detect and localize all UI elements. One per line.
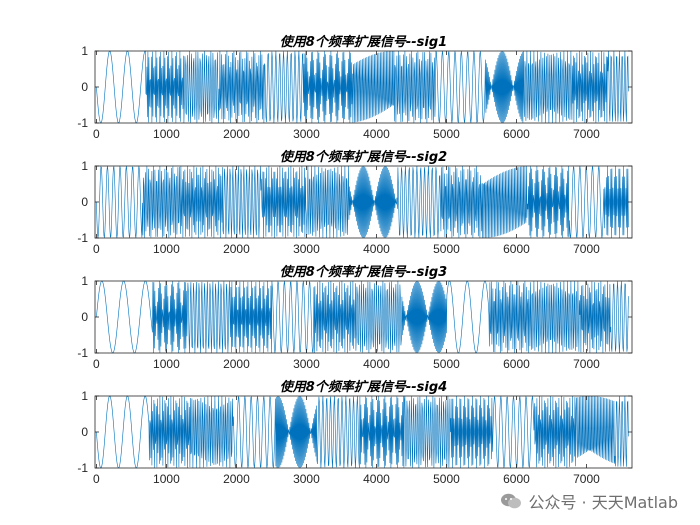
x-tick-label: 3000 — [293, 472, 320, 486]
x-tick-label: 0 — [93, 472, 100, 486]
subplot-title: 使用8个频率扩展信号--sig4 — [280, 379, 447, 395]
y-tick-label: -1 — [77, 346, 88, 360]
subplot-1: 0 1000 2000 3000 4000 5000 6000 7000 -1 0 1 使用8个频率扩… — [77, 34, 633, 141]
x-tick-label: 4000 — [363, 472, 390, 486]
x-tick-label: 7000 — [573, 127, 600, 141]
x-tick-label: 5000 — [433, 357, 460, 371]
x-tick-label: 4000 — [363, 357, 390, 371]
signal-line — [96, 280, 629, 354]
y-tick-label: -1 — [77, 461, 88, 475]
subplot-3: 0 1000 2000 3000 4000 5000 6000 7000 -1 0 1 使用8个频率扩… — [77, 264, 633, 371]
watermark: 公众号 · 天天Matlab — [500, 489, 678, 513]
x-tick-label: 6000 — [503, 472, 530, 486]
x-tick-label: 1000 — [153, 127, 180, 141]
x-tick-label: 0 — [93, 242, 100, 256]
y-tick-label: 0 — [81, 425, 88, 439]
y-tick-label: 0 — [81, 310, 88, 324]
x-tick-label: 1000 — [153, 242, 180, 256]
x-tick-label: 4000 — [363, 127, 390, 141]
x-tick-label: 5000 — [433, 242, 460, 256]
subplot-title: 使用8个频率扩展信号--sig2 — [280, 149, 447, 165]
y-tick-label: 0 — [81, 80, 88, 94]
subplot-2: 0 1000 2000 3000 4000 5000 6000 7000 -1 0 1 使用8个频率扩… — [77, 149, 633, 256]
x-tick-label: 6000 — [503, 357, 530, 371]
y-tick-label: 0 — [81, 195, 88, 209]
y-tick-label: 1 — [81, 389, 88, 403]
x-tick-label: 3000 — [293, 242, 320, 256]
x-tick-label: 7000 — [573, 357, 600, 371]
y-tick-label: 1 — [81, 44, 88, 58]
x-tick-label: 0 — [93, 357, 100, 371]
x-tick-label: 7000 — [573, 472, 600, 486]
x-tick-label: 2000 — [223, 127, 250, 141]
x-tick-label: 7000 — [573, 242, 600, 256]
subplot-title: 使用8个频率扩展信号--sig1 — [280, 34, 447, 50]
x-tick-label: 6000 — [503, 127, 530, 141]
x-tick-label: 5000 — [433, 472, 460, 486]
subplot-title: 使用8个频率扩展信号--sig3 — [280, 264, 447, 280]
x-tick-label: 1000 — [153, 357, 180, 371]
x-tick-label: 2000 — [223, 242, 250, 256]
x-tick-label: 4000 — [363, 242, 390, 256]
y-tick-label: -1 — [77, 231, 88, 245]
y-tick-label: -1 — [77, 116, 88, 130]
wechat-icon — [501, 493, 522, 509]
x-tick-label: 2000 — [223, 472, 250, 486]
x-tick-label: 5000 — [433, 127, 460, 141]
x-tick-label: 3000 — [293, 357, 320, 371]
x-tick-label: 2000 — [223, 357, 250, 371]
x-tick-label: 1000 — [153, 472, 180, 486]
watermark-text: 公众号 · 天天Matlab — [528, 493, 678, 512]
y-tick-label: 1 — [81, 159, 88, 173]
x-tick-label: 3000 — [293, 127, 320, 141]
y-tick-label: 1 — [81, 274, 88, 288]
signal-line — [96, 50, 629, 124]
signal-line — [96, 395, 629, 469]
subplot-4: 0 1000 2000 3000 4000 5000 6000 7000 -1 0 1 使用8个频率扩… — [77, 379, 633, 486]
x-tick-label: 0 — [93, 127, 100, 141]
x-tick-label: 6000 — [503, 242, 530, 256]
